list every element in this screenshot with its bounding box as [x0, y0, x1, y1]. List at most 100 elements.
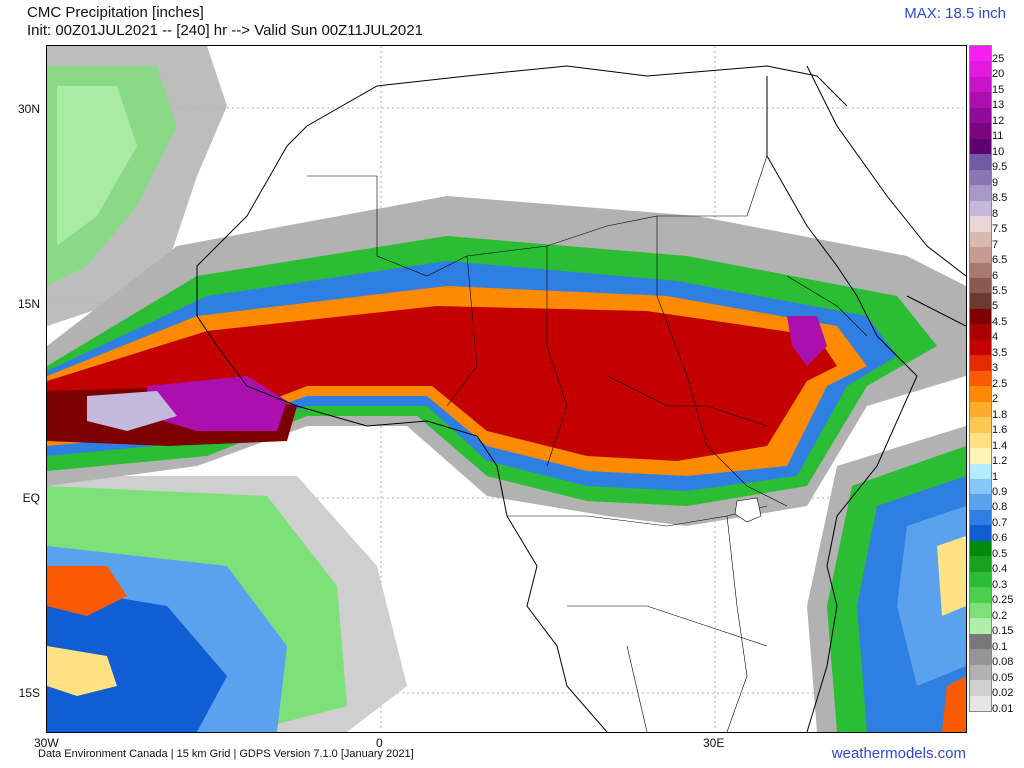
legend-level-label: 15 [992, 83, 1005, 96]
legend-level-label: 20 [992, 68, 1005, 81]
legend-level-label: 0.05 [992, 671, 1014, 684]
legend-swatch [970, 463, 991, 480]
legend-level-label: 13 [992, 99, 1005, 112]
precipitation-map[interactable] [46, 45, 967, 733]
legend-level-label: 0.1 [992, 640, 1008, 653]
lake-victoria [734, 497, 762, 523]
legend-swatch [970, 556, 991, 573]
legend-swatch [970, 649, 991, 666]
legend-swatch [970, 154, 991, 171]
legend-swatch [970, 602, 991, 619]
data-credit: Data Environment Canada | 15 km Grid | G… [38, 748, 414, 760]
legend-swatch [970, 200, 991, 217]
legend-level-label: 5.5 [992, 284, 1008, 297]
legend-level-label: 5 [992, 300, 999, 313]
legend-level-label: 1.2 [992, 455, 1008, 468]
legend-swatch [970, 680, 991, 697]
lat-label-30n: 30N [17, 102, 40, 116]
legend-swatch [970, 370, 991, 387]
precip-legend-bar [969, 45, 992, 712]
legend-swatch [970, 509, 991, 526]
legend-level-label: 1.8 [992, 408, 1008, 421]
legend-level-label: 0.01 [992, 702, 1014, 715]
legend-swatch [970, 61, 991, 78]
legend-swatch [970, 216, 991, 233]
site-link[interactable]: weathermodels.com [831, 745, 966, 762]
lon-label-0: 0 [376, 736, 383, 750]
legend-level-label: 0.5 [992, 547, 1008, 560]
legend-level-label: 12 [992, 114, 1005, 127]
legend-swatch [970, 339, 991, 356]
legend-level-label: 6 [992, 269, 999, 282]
legend-swatch [970, 247, 991, 263]
legend-level-label: 7.5 [992, 223, 1008, 236]
legend-swatch [970, 633, 991, 650]
legend-level-label: 1.6 [992, 424, 1008, 437]
precip-field-indian-ocean [807, 426, 966, 732]
legend-swatch [970, 479, 991, 495]
legend-level-label: 4.5 [992, 315, 1008, 328]
legend-swatch [970, 123, 991, 140]
legend-swatch [970, 571, 991, 588]
legend-swatch [970, 231, 991, 248]
legend-swatch [970, 401, 991, 418]
coastlines [196, 65, 966, 732]
legend-swatch [970, 618, 991, 635]
lat-label-15s: 15S [18, 686, 40, 700]
legend-level-label: 3.5 [992, 346, 1008, 359]
legend-level-label: 0.2 [992, 609, 1008, 622]
legend-level-label: 6.5 [992, 254, 1008, 267]
legend-swatch [970, 277, 991, 294]
legend-level-label: 4 [992, 331, 999, 344]
legend-level-label: 25 [992, 53, 1005, 65]
legend-swatch [970, 138, 991, 155]
legend-swatch [970, 92, 991, 109]
legend-level-label: 1.4 [992, 439, 1008, 452]
legend-swatch [970, 695, 991, 712]
legend-level-label: 2 [992, 393, 999, 406]
legend-swatch [970, 324, 991, 341]
legend-level-label: 0.02 [992, 687, 1014, 700]
legend-level-label: 8.5 [992, 192, 1008, 205]
legend-swatch [970, 262, 991, 279]
legend-swatch [970, 664, 991, 681]
legend-swatch [970, 494, 991, 511]
legend-level-label: 0.7 [992, 516, 1008, 529]
legend-level-label: 7 [992, 238, 999, 251]
legend-swatch [970, 448, 991, 465]
legend-swatch [970, 355, 991, 372]
lat-label-eq: EQ [22, 491, 40, 505]
legend-swatch [970, 107, 991, 124]
legend-level-label: 0.6 [992, 532, 1008, 545]
legend-level-label: 1 [992, 470, 999, 483]
legend-swatch [970, 540, 991, 557]
legend-swatch [970, 308, 991, 325]
legend-level-label: 0.08 [992, 656, 1014, 669]
precip-field-south-atlantic [47, 476, 407, 732]
legend-level-label: 0.3 [992, 578, 1008, 591]
legend-level-label: 0.25 [992, 594, 1014, 607]
legend-swatch [970, 587, 991, 604]
legend-level-label: 2.5 [992, 377, 1008, 390]
country-borders [307, 155, 868, 732]
max-value: MAX: 18.5 inch [904, 5, 1006, 22]
legend-swatch [970, 76, 991, 93]
legend-level-label: 8 [992, 207, 999, 220]
init-valid-line: Init: 00Z01JUL2021 -- [240] hr --> Valid… [27, 22, 423, 39]
legend-swatch [970, 46, 991, 62]
legend-level-label: 11 [992, 130, 1004, 143]
legend-level-label: 9 [992, 176, 999, 189]
legend-swatch [970, 185, 991, 202]
legend-level-label: 0.4 [992, 563, 1008, 576]
legend-level-label: 9.5 [992, 161, 1008, 174]
legend-swatch [970, 525, 991, 542]
map-canvas [47, 46, 966, 732]
legend-swatch [970, 169, 991, 186]
legend-level-label: 0.15 [992, 625, 1014, 638]
precip-field-west [47, 46, 227, 326]
legend-level-label: 3 [992, 362, 999, 375]
chart-title: CMC Precipitation [inches] [27, 4, 204, 21]
lat-label-15n: 15N [17, 297, 40, 311]
legend-swatch [970, 432, 991, 449]
legend-level-label: 10 [992, 145, 1005, 158]
